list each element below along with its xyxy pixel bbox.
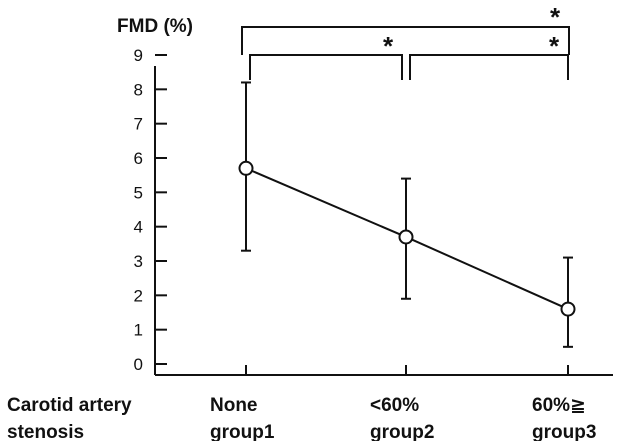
category-label: group3 xyxy=(532,422,596,441)
significance-star: * xyxy=(549,31,560,61)
category-label: <60% xyxy=(370,395,419,416)
significance-bracket xyxy=(409,54,569,80)
category-label: group2 xyxy=(370,422,434,441)
category-label: None xyxy=(210,395,258,416)
significance-star: * xyxy=(550,2,561,32)
significance-bracket xyxy=(241,26,570,55)
y-tick-label: 0 xyxy=(134,355,143,374)
y-tick-label: 2 xyxy=(134,286,143,305)
y-tick-label: 7 xyxy=(134,115,143,134)
y-tick-label: 4 xyxy=(134,218,143,237)
x-axis-label-line-1: Carotid artery xyxy=(7,395,132,416)
y-tick-label: 6 xyxy=(134,149,143,168)
y-tick-label: 9 xyxy=(134,46,143,65)
x-axis-label-line-2: stenosis xyxy=(7,422,84,441)
x-ticks xyxy=(245,365,569,375)
significance-bracket xyxy=(249,54,403,80)
y-tick-label: 3 xyxy=(134,252,143,271)
significance-brackets: ** * xyxy=(241,2,570,80)
y-tick-label: 5 xyxy=(134,183,143,202)
data-points xyxy=(238,160,576,317)
y-ticks: 0 1 2 3 4 5 6 7 8 9 xyxy=(134,46,167,374)
y-tick-label: 8 xyxy=(134,80,143,99)
data-point xyxy=(238,160,254,176)
data-point xyxy=(560,301,576,317)
data-point xyxy=(398,229,414,245)
y-axis-label: FMD (%) xyxy=(117,16,193,37)
category-label: 60%≧ xyxy=(532,395,586,416)
error-bars xyxy=(241,81,573,348)
category-label: group1 xyxy=(210,422,275,441)
y-tick-label: 1 xyxy=(134,321,143,340)
significance-star: * xyxy=(383,31,394,61)
category-labels: None group1 <60% group2 60%≧ group3 xyxy=(210,395,596,441)
